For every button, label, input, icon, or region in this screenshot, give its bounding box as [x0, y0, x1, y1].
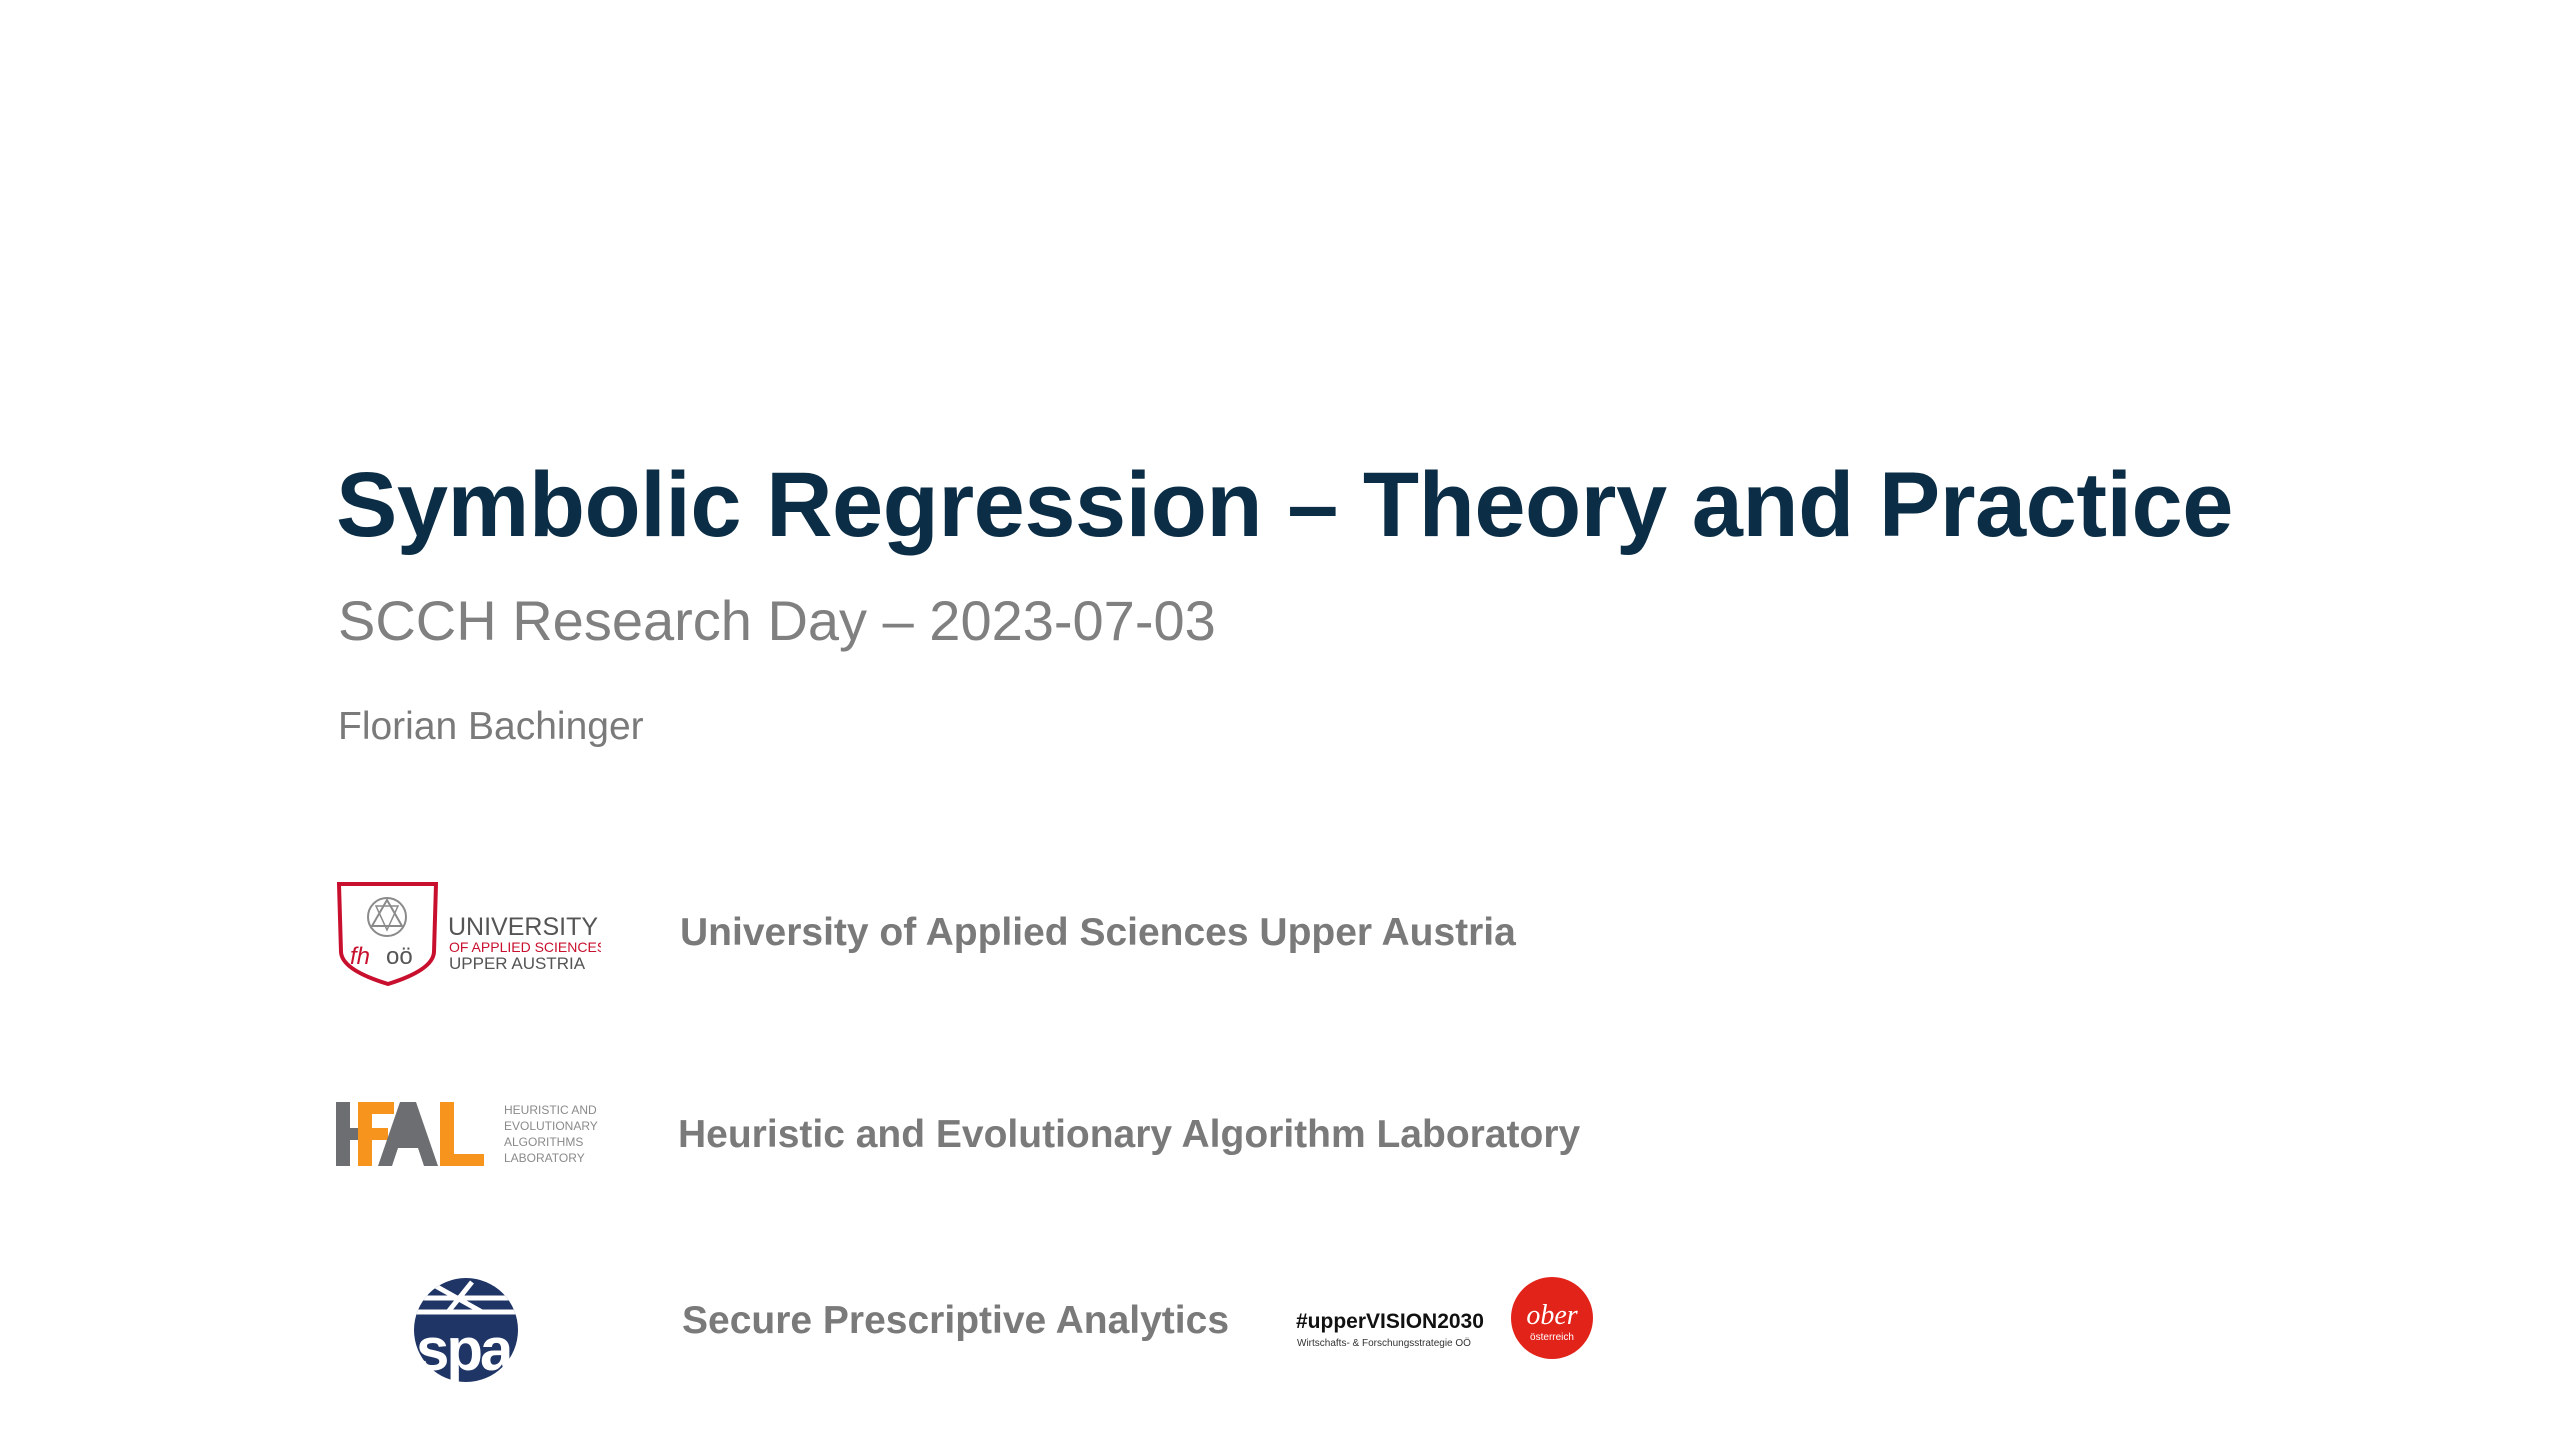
heal-logo: HEURISTIC AND EVOLUTIONARY ALGORITHMS LA…	[336, 1100, 601, 1170]
heal-logo-line4: LABORATORY	[504, 1151, 585, 1165]
org-label-heal: Heuristic and Evolutionary Algorithm Lab…	[678, 1113, 1581, 1156]
fh-ooe-logo: fh oö UNIVERSITY OF APPLIED SCIENCES UPP…	[336, 882, 601, 986]
spa-logo: spa	[412, 1276, 520, 1384]
heal-logo-line3: ALGORITHMS	[504, 1135, 583, 1149]
slide-title: Symbolic Regression – Theory and Practic…	[336, 454, 2233, 556]
fh-logo-line3: UPPER AUSTRIA	[449, 954, 586, 973]
fh-logo-line2: OF APPLIED SCIENCES	[449, 939, 601, 955]
heal-logo-line1: HEURISTIC AND	[504, 1103, 597, 1117]
upper-vision-logo: #upperVISION2030 Wirtschafts- & Forschun…	[1296, 1306, 1496, 1350]
org-label-fh: University of Applied Sciences Upper Aus…	[680, 911, 1516, 954]
svg-text:spa: spa	[416, 1316, 514, 1383]
vision-subtext: Wirtschafts- & Forschungsstrategie OÖ	[1297, 1337, 1471, 1349]
svg-text:fh: fh	[350, 943, 370, 970]
org-label-spa: Secure Prescriptive Analytics	[682, 1299, 1230, 1342]
heal-logo-line2: EVOLUTIONARY	[504, 1119, 598, 1133]
slide-subtitle: SCCH Research Day – 2023-07-03	[338, 589, 1216, 652]
author-name: Florian Bachinger	[338, 705, 644, 748]
ooe-logo-text: ober	[1526, 1300, 1577, 1331]
vision-text: #upperVISION2030	[1296, 1310, 1484, 1333]
fh-logo-line1: UNIVERSITY	[448, 913, 598, 941]
svg-text:oö: oö	[386, 943, 413, 970]
ooe-logo-subtext: österreich	[1530, 1332, 1574, 1343]
oberoesterreich-logo: ober österreich	[1510, 1276, 1594, 1360]
